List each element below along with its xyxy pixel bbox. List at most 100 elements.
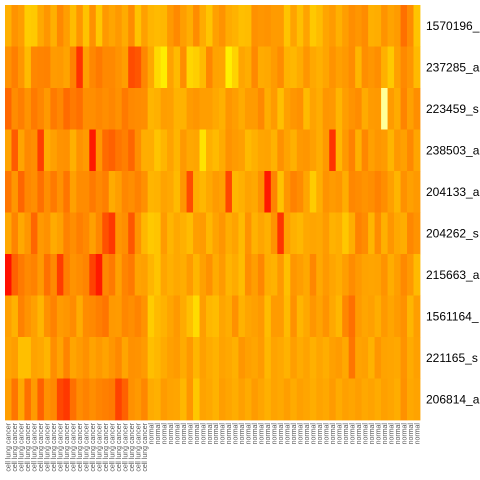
heatmap-cell <box>381 171 388 213</box>
heatmap-cell <box>257 212 265 255</box>
heatmap-cell <box>121 337 129 379</box>
heatmap-cell <box>218 171 226 213</box>
heatmap-cell <box>290 46 298 89</box>
heatmap-cell <box>154 295 162 338</box>
heatmap-cell <box>17 5 25 47</box>
heatmap-cell <box>329 5 337 47</box>
heatmap-cell <box>63 171 71 213</box>
heatmap-cell <box>381 337 388 379</box>
heatmap-cell <box>407 46 414 89</box>
heatmap-cell <box>56 46 64 89</box>
heatmap-cell <box>193 295 200 338</box>
heatmap-cell <box>361 337 369 379</box>
heatmap-cell <box>244 171 252 213</box>
heatmap-cell <box>180 5 187 47</box>
heatmap-cell <box>394 5 401 47</box>
heatmap-cell <box>11 171 19 213</box>
heatmap-cell <box>309 295 317 338</box>
heatmap-cell <box>368 129 376 172</box>
heatmap-cell <box>82 337 90 379</box>
heatmap-cell <box>387 129 395 172</box>
heatmap-cell <box>63 88 71 130</box>
heatmap-cell <box>147 378 155 421</box>
heatmap-cell <box>128 171 136 213</box>
heatmap-cell <box>309 5 317 47</box>
row-label: 223459_s <box>426 102 479 116</box>
heatmap-cell <box>37 378 45 421</box>
heatmap-cell <box>290 171 298 213</box>
column-label: cell lung cancer <box>38 422 45 471</box>
column-label: normal <box>291 423 298 445</box>
heatmap-cell <box>167 254 174 296</box>
heatmap-cell <box>141 129 149 172</box>
heatmap-cell <box>69 171 77 213</box>
heatmap-cell <box>180 212 187 255</box>
heatmap-cell <box>342 337 350 379</box>
heatmap-cell <box>264 254 272 296</box>
heatmap-cell <box>355 212 363 255</box>
heatmap-cell <box>167 337 174 379</box>
heatmap-cell <box>69 212 77 255</box>
heatmap-cell <box>17 378 25 421</box>
heatmap-cell <box>264 337 272 379</box>
heatmap-cell <box>225 46 233 89</box>
heatmap-cell <box>56 295 64 338</box>
column-label: cell lung cancer <box>6 422 13 471</box>
heatmap-cell <box>283 129 291 172</box>
heatmap-cell <box>134 212 142 255</box>
heatmap-cell <box>141 5 149 47</box>
heatmap-cell <box>50 337 58 379</box>
heatmap-cell <box>30 171 38 213</box>
heatmap-cell <box>128 88 136 130</box>
heatmap-cell <box>374 337 382 379</box>
heatmap-cell <box>270 295 278 338</box>
heatmap-cell <box>283 378 291 421</box>
heatmap-cell <box>56 88 64 130</box>
column-label: normal <box>168 423 175 445</box>
heatmap-cell <box>43 88 51 130</box>
heatmap-cell <box>167 212 174 255</box>
heatmap-cell <box>257 46 265 89</box>
heatmap-cell <box>322 5 330 47</box>
heatmap-cell <box>387 46 395 89</box>
heatmap-cell <box>43 46 51 89</box>
heatmap-cell <box>173 378 181 421</box>
heatmap-cell <box>24 46 32 89</box>
heatmap-cell <box>56 171 64 213</box>
heatmap-cell <box>218 212 226 255</box>
heatmap-cell <box>361 378 369 421</box>
heatmap-cell <box>121 378 129 421</box>
heatmap-cell <box>218 129 226 172</box>
column-label: cell lung cancer <box>116 422 123 471</box>
heatmap-cell <box>394 337 401 379</box>
heatmap-cell <box>368 212 376 255</box>
heatmap-cell <box>63 5 71 47</box>
heatmap-cell <box>128 378 136 421</box>
heatmap-cell <box>147 254 155 296</box>
heatmap-cell <box>329 88 337 130</box>
heatmap-cell <box>374 171 382 213</box>
heatmap-cell <box>368 171 376 213</box>
heatmap-cell <box>121 171 129 213</box>
heatmap-cell <box>50 5 58 47</box>
column-label: normal <box>298 423 305 445</box>
heatmap-cell <box>316 88 324 130</box>
heatmap-cell <box>277 254 285 296</box>
column-label: normal <box>161 423 168 445</box>
column-label: normal <box>375 423 382 445</box>
column-label: normal <box>369 423 376 445</box>
heatmap-cell <box>30 212 38 255</box>
heatmap-cell <box>309 171 317 213</box>
heatmap-cell <box>212 129 220 172</box>
heatmap-cell <box>17 337 25 379</box>
column-label: cell lung cancer <box>64 422 71 471</box>
heatmap-cell <box>361 5 369 47</box>
column-label: cell lung cancer <box>71 422 78 471</box>
column-label: normal <box>259 423 266 445</box>
heatmap-cell <box>89 212 97 255</box>
heatmap-cell <box>270 212 278 255</box>
heatmap-cell <box>374 378 382 421</box>
heatmap-cell <box>413 254 421 296</box>
heatmap-cell <box>257 254 265 296</box>
heatmap-cell <box>303 171 311 213</box>
